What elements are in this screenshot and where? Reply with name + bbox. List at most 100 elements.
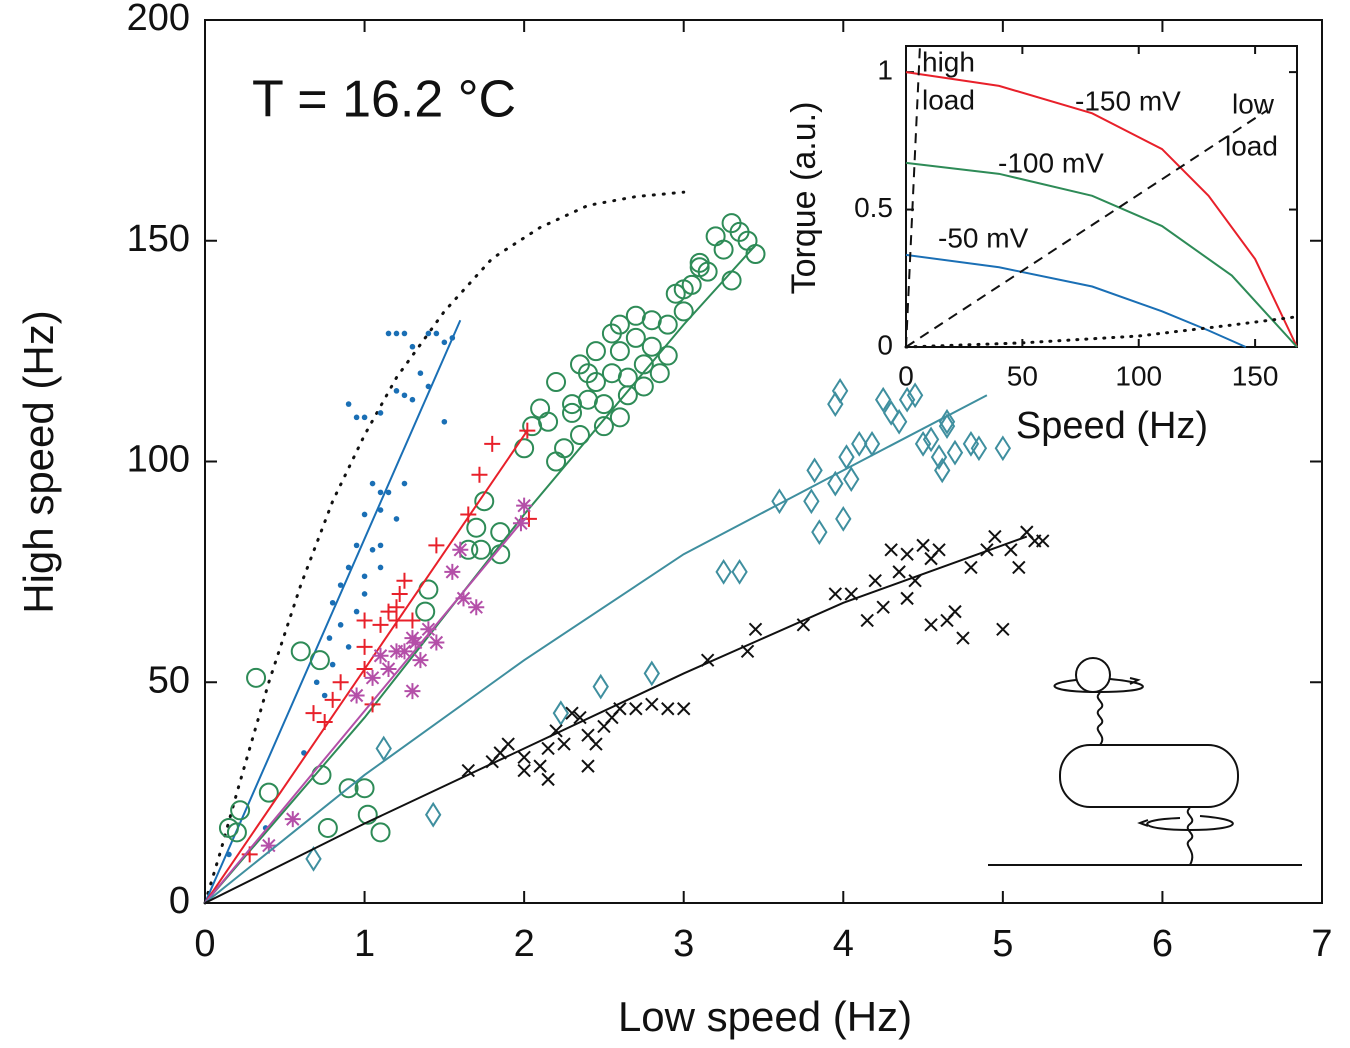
point [851, 430, 868, 457]
point [345, 401, 352, 407]
point [329, 599, 336, 606]
point [649, 363, 670, 384]
point [290, 641, 311, 662]
point [329, 661, 336, 668]
point [673, 279, 694, 300]
point [641, 310, 662, 331]
point [806, 457, 823, 484]
arrow-head [1137, 819, 1149, 827]
point [433, 330, 440, 337]
x-tick-label: 0 [194, 923, 215, 965]
point [404, 612, 421, 629]
point [938, 413, 956, 440]
series-label: -150 mV [1075, 85, 1181, 116]
point [455, 590, 472, 607]
x-tick-label: 150 [1232, 360, 1279, 391]
point [673, 301, 694, 322]
point [409, 343, 416, 350]
x-tick-label: 1 [354, 923, 375, 965]
point [425, 330, 432, 337]
point [337, 622, 344, 628]
point [980, 543, 994, 557]
point [354, 778, 375, 799]
point [585, 341, 606, 362]
y-tick-label: 100 [127, 439, 190, 481]
point [305, 845, 322, 872]
point [356, 661, 373, 678]
cell-body [1059, 744, 1239, 808]
rotation-arrow [1146, 815, 1234, 832]
load-label: low [1232, 88, 1275, 119]
annotation: T = 16.2 °C [252, 71, 516, 129]
point [385, 489, 392, 496]
point [549, 724, 563, 738]
point [641, 336, 662, 357]
point [562, 402, 583, 423]
point [988, 529, 1002, 544]
point [860, 613, 874, 628]
point [643, 660, 660, 687]
fit-line [204, 430, 529, 904]
point [444, 563, 461, 580]
y-tick-label: 0.5 [854, 192, 893, 223]
point [484, 435, 501, 452]
point [592, 673, 609, 700]
point [348, 687, 365, 704]
point [970, 435, 988, 462]
point [393, 330, 400, 337]
point [533, 759, 547, 773]
point [516, 497, 533, 514]
point [906, 382, 924, 409]
y-tick-label: 50 [148, 659, 190, 701]
point [305, 705, 322, 722]
point [412, 652, 429, 669]
point [677, 702, 691, 716]
point [538, 411, 559, 432]
point [230, 800, 251, 821]
point [420, 621, 437, 638]
point [369, 480, 376, 487]
point [625, 327, 646, 348]
point [843, 466, 860, 493]
point [811, 519, 828, 546]
load-label: high [922, 46, 975, 77]
x-tick-label: 5 [992, 923, 1013, 965]
point [326, 635, 333, 641]
x-tick-label: 50 [1007, 360, 1038, 391]
point [361, 414, 368, 421]
point [593, 416, 614, 437]
torque-curve [905, 71, 1298, 348]
y-tick-label: 150 [127, 218, 190, 260]
point [468, 599, 485, 616]
point [415, 601, 436, 622]
x-axis-title: Speed (Hz) [1016, 405, 1208, 447]
point [345, 644, 352, 650]
load-label: load [1225, 130, 1278, 161]
x-tick-label: 7 [1311, 923, 1332, 965]
point [914, 430, 932, 457]
point [401, 480, 408, 487]
point [490, 522, 511, 543]
point [827, 391, 844, 417]
point [890, 408, 908, 435]
point [356, 612, 373, 629]
point [361, 511, 368, 518]
point [428, 634, 445, 651]
point [554, 438, 575, 459]
point [471, 539, 492, 560]
fit-line [204, 518, 525, 904]
point [838, 444, 855, 470]
point [512, 515, 529, 532]
point [337, 582, 344, 588]
point [908, 573, 922, 588]
x-tick-label: 3 [673, 923, 694, 965]
point [932, 543, 946, 557]
point [876, 600, 890, 614]
point [226, 822, 247, 843]
point [996, 622, 1010, 636]
point [404, 683, 421, 700]
point [357, 804, 378, 825]
point [689, 252, 710, 273]
x-axis-title: Low speed (Hz) [618, 993, 912, 1040]
